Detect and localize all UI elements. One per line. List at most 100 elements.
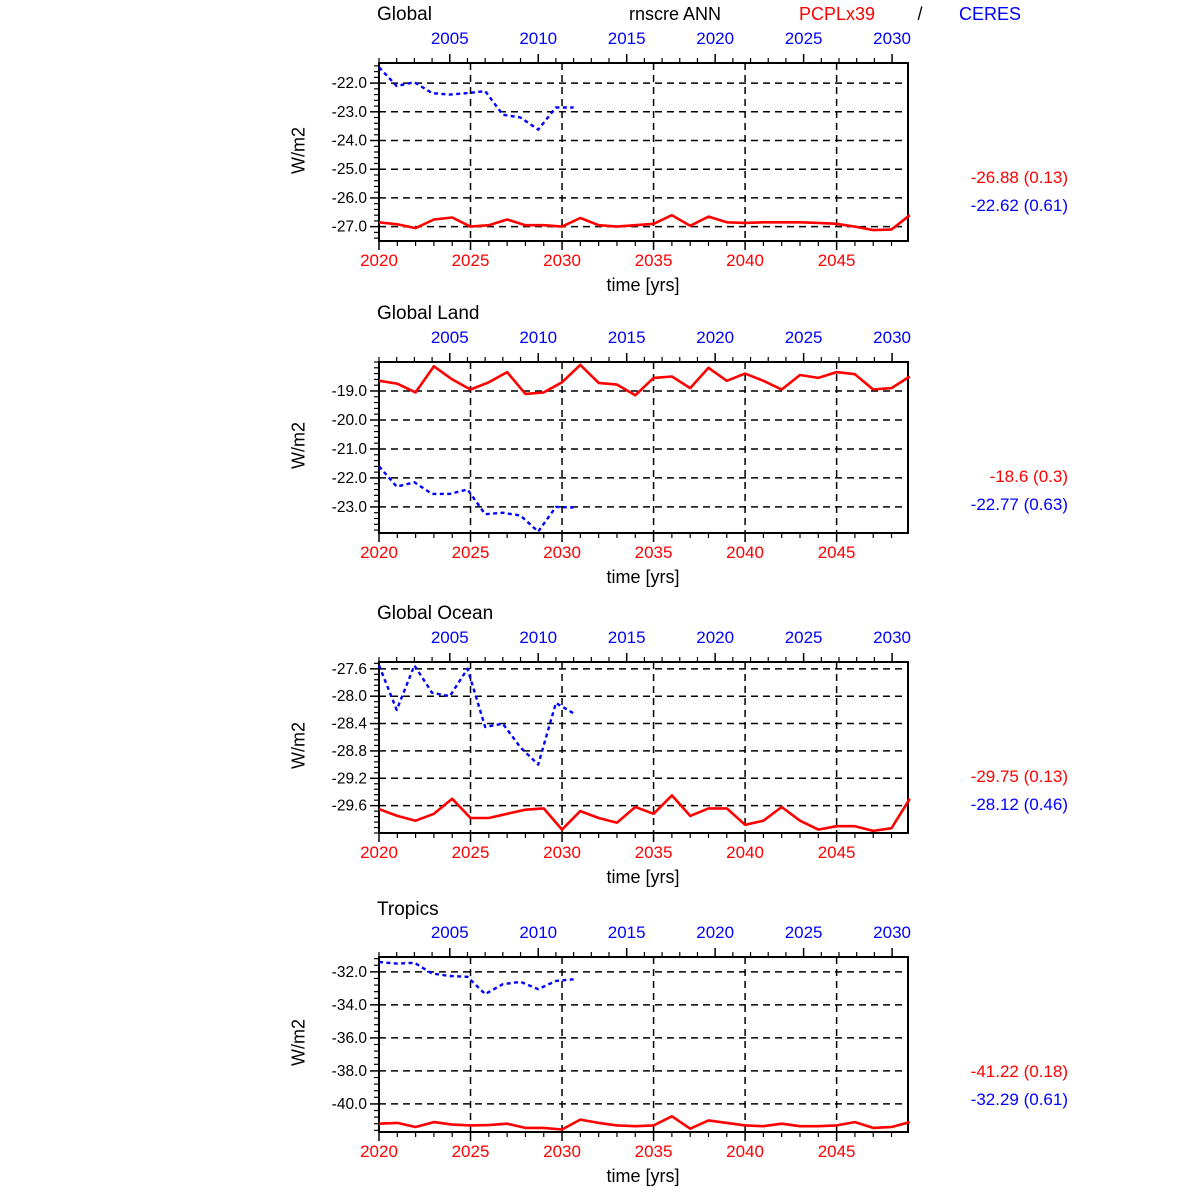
x-bottom-tick-label: 2045 xyxy=(818,543,856,562)
x-bottom-tick-label: 2030 xyxy=(543,543,581,562)
panel-plot-global-ocean: -27.6 -28.0 -28.4 -28.8 -29.2 -29.6 2020 2025 20… xyxy=(332,628,911,862)
panel-plot-global-land: -19.0 -20.0 -21.0 -22.0 -23.0 2020 2025 2030 203… xyxy=(332,328,911,562)
y-tick-label: -36.0 xyxy=(332,1030,368,1047)
stat-obs-mean: -22.62 (0.61) xyxy=(970,196,1068,215)
series-ceres-line xyxy=(378,465,574,533)
plot-frame xyxy=(378,62,909,242)
x-axis-title: time [yrs] xyxy=(606,275,680,295)
stat-model-mean: -18.6 (0.3) xyxy=(989,467,1068,486)
series-ceres-line xyxy=(378,960,574,996)
x-top-tick-label: 2020 xyxy=(696,628,734,647)
x-axis-title: time [yrs] xyxy=(606,867,680,887)
panel-title-global: Global xyxy=(377,4,432,25)
x-bottom-tick-label: 2040 xyxy=(726,1142,764,1161)
plot-frame xyxy=(378,661,909,834)
x-top-tick-label: 2025 xyxy=(785,923,823,942)
stat-obs-mean: -32.29 (0.61) xyxy=(970,1090,1068,1109)
x-bottom-tick-label: 2030 xyxy=(543,251,581,270)
y-tick-label: -38.0 xyxy=(332,1063,368,1080)
y-tick-label: -27.6 xyxy=(332,661,367,678)
x-top-tick-label: 2030 xyxy=(873,29,911,48)
x-top-tick-label: 2010 xyxy=(519,923,557,942)
stat-obs-mean: -22.77 (0.63) xyxy=(970,495,1068,514)
header-separator: / xyxy=(917,4,923,24)
x-top-tick-label: 2020 xyxy=(696,29,734,48)
x-bottom-tick-label: 2025 xyxy=(452,843,490,862)
x-top-tick-label: 2005 xyxy=(431,628,469,647)
series-pcplx39-line xyxy=(378,213,911,232)
y-tick-label: -28.4 xyxy=(332,716,368,733)
y-tick-label: -23.0 xyxy=(332,499,368,516)
x-bottom-tick-label: 2030 xyxy=(543,1142,581,1161)
header-model-name: PCPLx39 xyxy=(798,4,876,24)
plot-frame xyxy=(378,956,909,1133)
y-tick-label: -27.0 xyxy=(332,219,368,236)
series-pcplx39-line xyxy=(378,794,911,833)
plot-frame xyxy=(378,361,909,534)
x-top-tick-label: 2005 xyxy=(431,328,469,347)
y-tick-label: -28.8 xyxy=(332,743,367,760)
series-pcplx39-line xyxy=(378,1115,911,1131)
panel-plot-global: -22.0 -23.0 -24.0 -25.0 -26.0 -27.0 2020 2025 20… xyxy=(332,29,911,270)
x-top-tick-label: 2015 xyxy=(608,628,646,647)
x-top-tick-label: 2020 xyxy=(696,328,734,347)
y-tick-label: -21.0 xyxy=(332,441,368,458)
x-bottom-tick-label: 2045 xyxy=(818,1142,856,1161)
x-top-tick-label: 2020 xyxy=(696,923,734,942)
x-bottom-tick-label: 2035 xyxy=(635,543,673,562)
panel-plot-tropics: -32.0 -34.0 -36.0 -38.0 -40.0 2020 2025 2030 203… xyxy=(332,923,911,1161)
series-pcplx39-line xyxy=(378,363,911,397)
stat-obs-mean: -28.12 (0.46) xyxy=(970,795,1068,814)
x-bottom-tick-label: 2035 xyxy=(635,843,673,862)
y-tick-label: -34.0 xyxy=(332,997,368,1014)
x-bottom-tick-label: 2040 xyxy=(726,843,764,862)
x-top-tick-label: 2015 xyxy=(608,29,646,48)
x-axis-title: time [yrs] xyxy=(606,1166,680,1186)
x-top-tick-label: 2005 xyxy=(431,923,469,942)
x-top-tick-label: 2010 xyxy=(519,628,557,647)
x-top-tick-label: 2010 xyxy=(519,29,557,48)
y-tick-label: -28.0 xyxy=(332,688,368,705)
stat-model-mean: -29.75 (0.13) xyxy=(970,767,1068,786)
x-bottom-tick-label: 2020 xyxy=(360,1142,398,1161)
x-top-tick-label: 2015 xyxy=(608,923,646,942)
y-tick-label: -22.0 xyxy=(332,470,368,487)
y-tick-label: -23.0 xyxy=(332,104,368,121)
x-top-tick-label: 2025 xyxy=(785,29,823,48)
header-run-label: rnscre ANN xyxy=(628,4,722,24)
header-obs-name: CERES xyxy=(958,4,1021,24)
y-tick-label: -24.0 xyxy=(332,133,368,150)
x-bottom-tick-label: 2040 xyxy=(726,251,764,270)
series-ceres-line xyxy=(377,664,575,766)
y-tick-label: -29.2 xyxy=(332,770,367,787)
x-bottom-tick-label: 2025 xyxy=(452,251,490,270)
x-top-tick-label: 2010 xyxy=(519,328,557,347)
panel-title-global-land: Global Land xyxy=(377,303,480,324)
stat-model-mean: -26.88 (0.13) xyxy=(970,168,1068,187)
x-top-tick-label: 2025 xyxy=(785,628,823,647)
series-ceres-line xyxy=(378,66,574,131)
x-bottom-tick-label: 2040 xyxy=(726,543,764,562)
x-top-tick-label: 2005 xyxy=(431,29,469,48)
y-tick-label: -20.0 xyxy=(332,412,368,429)
x-bottom-tick-label: 2035 xyxy=(635,251,673,270)
y-tick-label: -40.0 xyxy=(332,1096,368,1113)
x-bottom-tick-label: 2030 xyxy=(543,843,581,862)
panel-title-global-ocean: Global Ocean xyxy=(377,603,494,624)
x-top-tick-label: 2030 xyxy=(873,628,911,647)
x-bottom-tick-label: 2035 xyxy=(635,1142,673,1161)
x-bottom-tick-label: 2045 xyxy=(818,251,856,270)
x-top-tick-label: 2030 xyxy=(873,923,911,942)
x-top-tick-label: 2025 xyxy=(785,328,823,347)
x-bottom-tick-label: 2020 xyxy=(360,843,398,862)
x-top-tick-label: 2030 xyxy=(873,328,911,347)
x-top-tick-label: 2015 xyxy=(608,328,646,347)
x-bottom-tick-label: 2020 xyxy=(360,543,398,562)
stat-model-mean: -41.22 (0.18) xyxy=(970,1062,1068,1081)
y-tick-label: -19.0 xyxy=(332,383,368,400)
y-tick-label: -22.0 xyxy=(332,75,368,92)
y-tick-label: -29.6 xyxy=(332,798,367,815)
x-axis-title: time [yrs] xyxy=(606,567,680,587)
x-bottom-tick-label: 2025 xyxy=(452,543,490,562)
x-bottom-tick-label: 2025 xyxy=(452,1142,490,1161)
